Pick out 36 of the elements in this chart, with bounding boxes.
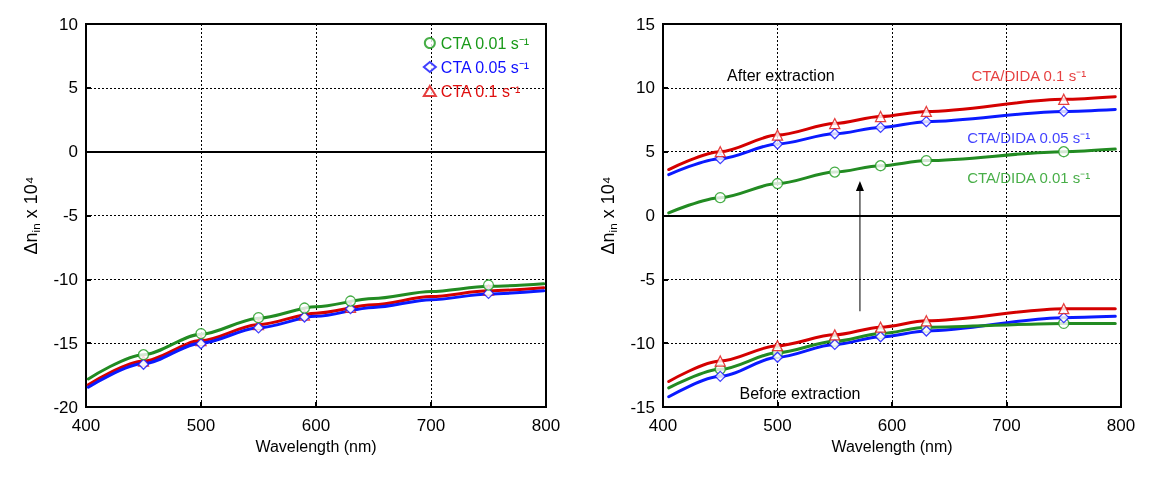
series-label: CTA/DIDA 0.01 s⁻¹ <box>967 169 1091 187</box>
y-tick-label: -10 <box>630 333 655 353</box>
y-tick-label: -15 <box>630 397 655 417</box>
legend-label: CTA 0.1 s⁻¹ <box>440 82 521 100</box>
y-tick-label: -20 <box>53 397 78 417</box>
series-label: CTA/DIDA 0.05 s⁻¹ <box>967 129 1091 147</box>
y-tick-label: 10 <box>636 78 655 98</box>
y-tick-label: -10 <box>53 269 78 289</box>
x-tick-label: 700 <box>416 416 446 435</box>
y-tick-label: 15 <box>636 14 655 34</box>
y-axis-title: Δnin x 10⁴ <box>598 176 619 255</box>
y-tick-label: 5 <box>645 142 655 162</box>
y-tick-label: 0 <box>645 206 655 225</box>
x-tick-label: 400 <box>71 416 101 435</box>
legend-label: CTA 0.01 s⁻¹ <box>440 34 530 52</box>
x-tick-label: 800 <box>531 416 561 435</box>
annotation: Before extraction <box>739 384 861 402</box>
legend-label: CTA 0.05 s⁻¹ <box>440 58 530 76</box>
y-tick-label: -5 <box>62 206 78 225</box>
x-axis-title: Wavelength (nm) <box>255 438 377 456</box>
series-label: CTA/DIDA 0.1 s⁻¹ <box>971 66 1087 84</box>
y-tick-label: 5 <box>68 78 78 98</box>
y-axis-title: Δnin x 10⁴ <box>21 176 42 255</box>
x-axis-title: Wavelength (nm) <box>831 438 953 456</box>
x-tick-label: 700 <box>992 416 1021 435</box>
y-tick-label: 10 <box>59 14 78 34</box>
x-tick-label: 800 <box>1106 416 1136 435</box>
y-tick-label: -15 <box>53 333 78 353</box>
annotation: After extraction <box>727 66 835 84</box>
x-tick-label: 500 <box>763 416 792 435</box>
y-tick-label: -5 <box>639 269 655 289</box>
x-tick-label: 600 <box>877 416 907 435</box>
x-tick-label: 600 <box>301 416 331 435</box>
x-tick-label: 400 <box>648 416 678 435</box>
y-tick-label: 0 <box>68 142 78 162</box>
x-tick-label: 500 <box>186 416 216 435</box>
